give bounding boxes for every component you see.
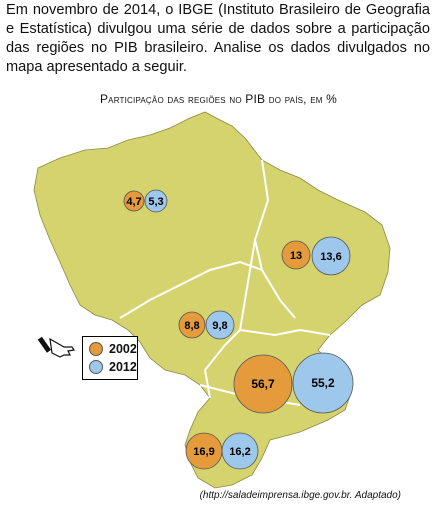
legend-swatch-2012 — [89, 360, 103, 374]
label-2012-centro-oeste: 9,8 — [212, 320, 227, 332]
legend-swatch-2002 — [89, 342, 103, 356]
legend: 2002 2012 — [82, 336, 138, 380]
bubble-2012-nordeste — [311, 236, 351, 276]
region-norte-bubbles: 4,7 5,3 — [123, 189, 168, 213]
label-2012-sudeste: 55,2 — [311, 376, 335, 390]
bubble-2002-nordeste — [281, 240, 311, 270]
bubble-2002-centro-oeste — [178, 311, 206, 339]
label-2002-centro-oeste: 8,8 — [184, 320, 199, 332]
bubble-2002-norte — [123, 190, 145, 212]
legend-item-2002: 2002 — [89, 342, 137, 356]
brazil-land — [33, 111, 391, 489]
label-2012-sul: 16,2 — [229, 446, 250, 458]
region-sudeste-bubbles: 56,7 55,2 — [233, 352, 354, 414]
label-2002-nordeste: 13 — [290, 250, 302, 262]
legend-label-2002: 2002 — [109, 342, 137, 356]
bubble-2012-norte — [144, 189, 168, 213]
region-centro-oeste-bubbles: 8,8 9,8 — [178, 310, 235, 340]
bubble-2012-centro-oeste — [205, 310, 235, 340]
bubble-2012-sul — [221, 432, 259, 470]
intro-paragraph: Em novembro de 2014, o IBGE (Instituto B… — [6, 2, 430, 75]
label-2012-norte: 5,3 — [148, 196, 163, 208]
pointing-hand-icon — [37, 336, 76, 358]
label-2012-nordeste: 13,6 — [320, 251, 341, 263]
label-2002-sudeste: 56,7 — [251, 377, 275, 391]
source-note: (http://saladeimprensa.ibge.gov.br. Adap… — [199, 490, 401, 501]
legend-label-2012: 2012 — [109, 360, 137, 374]
legend-item-2012: 2012 — [89, 360, 137, 374]
map-title: Participação das regiões no PIB do país,… — [99, 92, 338, 106]
region-nordeste-bubbles: 13 13,6 — [281, 236, 351, 276]
region-sul-bubbles: 16,9 16,2 — [185, 432, 259, 470]
label-2002-sul: 16,9 — [193, 446, 214, 458]
label-2002-norte: 4,7 — [126, 196, 141, 208]
bubble-2012-sudeste — [292, 352, 354, 414]
bubble-2002-sudeste — [233, 354, 293, 414]
